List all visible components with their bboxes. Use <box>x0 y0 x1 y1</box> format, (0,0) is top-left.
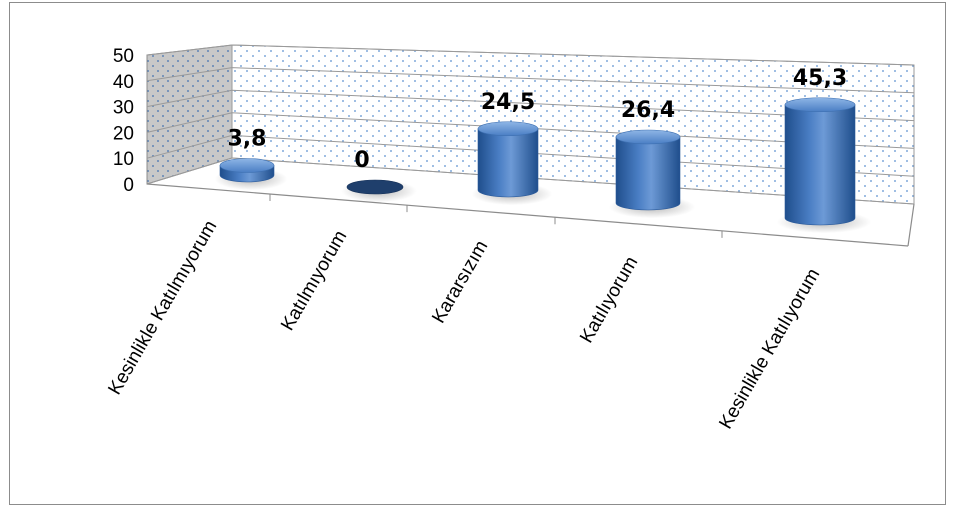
gridline <box>146 89 915 122</box>
category-label: Kesinlikle Katılmıyorum <box>104 217 221 398</box>
bar-chart: 0 10 20 30 40 50 3,8 0 24,5 26,4 45,3 Kesinlikle … <box>104 44 915 433</box>
bars <box>214 97 872 234</box>
data-labels: 3,8 0 24,5 26,4 45,3 <box>228 66 848 173</box>
bar-5 <box>784 104 856 226</box>
x-axis-line <box>146 183 909 247</box>
bar-4 <box>615 136 681 211</box>
y-tick-label: 20 <box>113 123 134 144</box>
bar-top-1 <box>219 158 275 173</box>
data-label: 45,3 <box>793 66 847 91</box>
y-tick-label: 10 <box>113 149 134 170</box>
y-tick-label: 50 <box>113 46 134 67</box>
data-label: 24,5 <box>481 90 535 115</box>
side-wall <box>146 44 233 185</box>
category-label: Kararsızım <box>428 237 492 327</box>
data-label: 3,8 <box>228 127 267 152</box>
gridlines <box>146 44 915 205</box>
y-tick-label: 30 <box>113 98 134 119</box>
gridline <box>146 44 915 66</box>
floor-right-edge <box>907 203 915 247</box>
y-tick-label: 40 <box>113 72 134 93</box>
category-label: Katılıyorum <box>576 253 642 347</box>
category-label: Kesinlikle Katılıyorum <box>715 265 824 433</box>
gridline <box>146 112 915 149</box>
bar-2 <box>346 179 404 195</box>
bar-3 <box>477 128 539 198</box>
category-labels: Kesinlikle Katılmıyorum Katılmıyorum Karar… <box>104 217 824 433</box>
gridline <box>146 157 915 205</box>
gridline <box>146 67 915 94</box>
chart-walls <box>146 44 915 205</box>
chart-floor <box>146 183 915 247</box>
data-label: 26,4 <box>621 98 675 123</box>
bar-top-3 <box>477 121 539 137</box>
y-tick-label: 0 <box>123 175 134 196</box>
bar-top-5 <box>784 97 856 113</box>
y-axis-ticks: 0 10 20 30 40 50 <box>113 46 134 196</box>
gridline <box>146 134 915 177</box>
chart-frame: 0 10 20 30 40 50 3,8 0 24,5 26,4 45,3 Kesinlikle … <box>9 2 946 505</box>
bar-top-4 <box>615 129 681 145</box>
category-label: Katılmıyorum <box>277 227 351 334</box>
data-label: 0 <box>354 148 369 173</box>
